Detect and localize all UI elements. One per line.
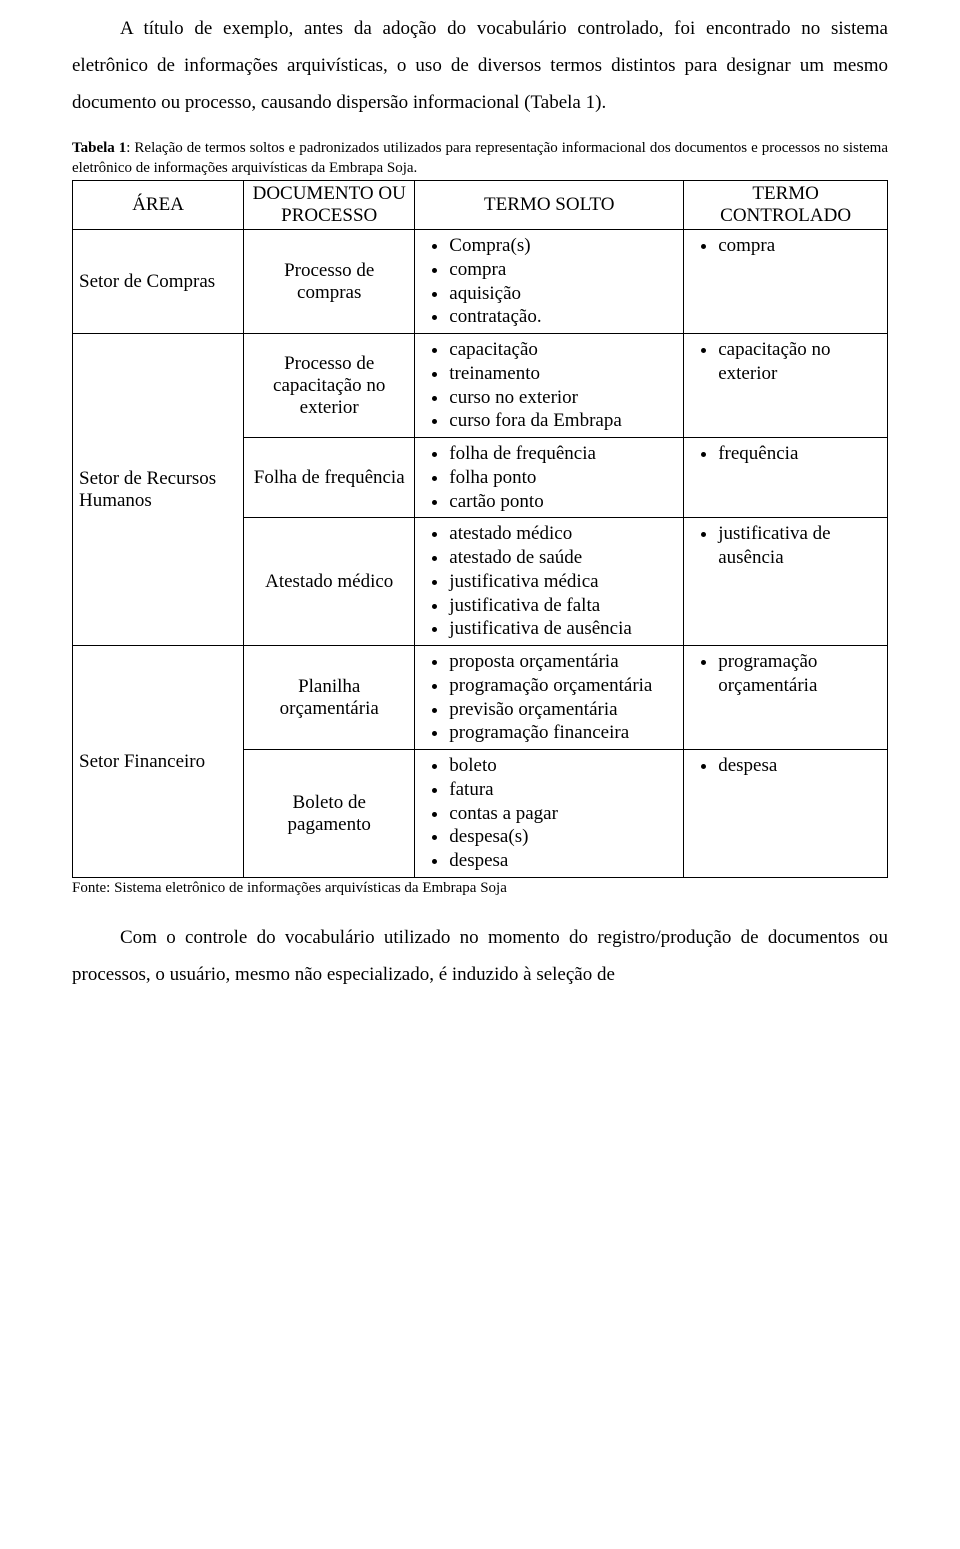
termo-controlado-list: programação orçamentária <box>690 650 881 698</box>
th-controlado: TERMO CONTROLADO <box>684 181 888 230</box>
list-item: treinamento <box>449 362 677 386</box>
caption-label: Tabela 1 <box>72 140 126 156</box>
cell-solto: proposta orçamentáriaprogramação orçamen… <box>415 646 684 750</box>
termo-controlado-list: despesa <box>690 754 881 778</box>
list-item: cartão ponto <box>449 490 677 514</box>
th-doc: DOCUMENTO OU PROCESSO <box>244 181 415 230</box>
termo-solto-list: atestado médicoatestado de saúdejustific… <box>421 522 677 641</box>
list-item: compra <box>449 258 677 282</box>
termo-controlado-list: compra <box>690 234 881 258</box>
list-item: capacitação <box>449 338 677 362</box>
cell-controlado: justificativa de ausência <box>684 518 888 646</box>
cell-solto: Compra(s)compraaquisiçãocontratação. <box>415 230 684 334</box>
cell-controlado: compra <box>684 230 888 334</box>
cell-controlado: programação orçamentária <box>684 646 888 750</box>
list-item: despesa(s) <box>449 825 677 849</box>
list-item: capacitação no exterior <box>718 338 881 386</box>
cell-doc: Atestado médico <box>244 518 415 646</box>
cell-doc: Processo de capacitação no exterior <box>244 334 415 438</box>
list-item: atestado de saúde <box>449 546 677 570</box>
cell-solto: capacitaçãotreinamentocurso no exteriorc… <box>415 334 684 438</box>
list-item: programação orçamentária <box>449 674 677 698</box>
termo-controlado-list: capacitação no exterior <box>690 338 881 386</box>
list-item: atestado médico <box>449 522 677 546</box>
intro-paragraph: A título de exemplo, antes da adoção do … <box>72 10 888 121</box>
cell-doc: Boleto de pagamento <box>244 750 415 878</box>
list-item: programação financeira <box>449 721 677 745</box>
list-item: folha de frequência <box>449 442 677 466</box>
list-item: justificativa médica <box>449 570 677 594</box>
termo-controlado-list: frequência <box>690 442 881 466</box>
termo-solto-list: Compra(s)compraaquisiçãocontratação. <box>421 234 677 329</box>
table-body: Setor de ComprasProcesso de comprasCompr… <box>73 230 888 878</box>
termo-controlado-list: justificativa de ausência <box>690 522 881 570</box>
th-area: ÁREA <box>73 181 244 230</box>
list-item: proposta orçamentária <box>449 650 677 674</box>
cell-doc: Planilha orçamentária <box>244 646 415 750</box>
cell-solto: boletofaturacontas a pagardespesa(s)desp… <box>415 750 684 878</box>
cell-doc: Folha de frequência <box>244 438 415 518</box>
list-item: fatura <box>449 778 677 802</box>
table-row: Setor FinanceiroPlanilha orçamentáriapro… <box>73 646 888 750</box>
termo-solto-list: folha de frequênciafolha pontocartão pon… <box>421 442 677 513</box>
table-source: Fonte: Sistema eletrônico de informações… <box>72 880 888 897</box>
cell-controlado: despesa <box>684 750 888 878</box>
list-item: justificativa de falta <box>449 594 677 618</box>
list-item: programação orçamentária <box>718 650 881 698</box>
list-item: justificativa de ausência <box>449 617 677 641</box>
table-caption: Tabela 1: Relação de termos soltos e pad… <box>72 139 888 178</box>
cell-controlado: capacitação no exterior <box>684 334 888 438</box>
cell-area: Setor de Recursos Humanos <box>73 334 244 646</box>
cell-solto: atestado médicoatestado de saúdejustific… <box>415 518 684 646</box>
list-item: Compra(s) <box>449 234 677 258</box>
list-item: boleto <box>449 754 677 778</box>
cell-doc: Processo de compras <box>244 230 415 334</box>
list-item: contratação. <box>449 305 677 329</box>
cell-area: Setor de Compras <box>73 230 244 334</box>
termo-solto-list: capacitaçãotreinamentocurso no exteriorc… <box>421 338 677 433</box>
list-item: justificativa de ausência <box>718 522 881 570</box>
page: A título de exemplo, antes da adoção do … <box>0 0 960 1029</box>
th-solto: TERMO SOLTO <box>415 181 684 230</box>
table-header-row: ÁREA DOCUMENTO OU PROCESSO TERMO SOLTO T… <box>73 181 888 230</box>
list-item: despesa <box>718 754 881 778</box>
list-item: previsão orçamentária <box>449 698 677 722</box>
caption-text: : Relação de termos soltos e padronizado… <box>72 140 888 176</box>
outro-paragraph: Com o controle do vocabulário utilizado … <box>72 919 888 993</box>
list-item: frequência <box>718 442 881 466</box>
list-item: folha ponto <box>449 466 677 490</box>
list-item: contas a pagar <box>449 802 677 826</box>
list-item: compra <box>718 234 881 258</box>
cell-solto: folha de frequênciafolha pontocartão pon… <box>415 438 684 518</box>
termo-solto-list: boletofaturacontas a pagardespesa(s)desp… <box>421 754 677 873</box>
cell-controlado: frequência <box>684 438 888 518</box>
cell-area: Setor Financeiro <box>73 646 244 878</box>
list-item: curso no exterior <box>449 386 677 410</box>
table-row: Setor de Recursos HumanosProcesso de cap… <box>73 334 888 438</box>
vocab-table: ÁREA DOCUMENTO OU PROCESSO TERMO SOLTO T… <box>72 180 888 878</box>
table-row: Setor de ComprasProcesso de comprasCompr… <box>73 230 888 334</box>
list-item: despesa <box>449 849 677 873</box>
list-item: curso fora da Embrapa <box>449 409 677 433</box>
list-item: aquisição <box>449 282 677 306</box>
termo-solto-list: proposta orçamentáriaprogramação orçamen… <box>421 650 677 745</box>
